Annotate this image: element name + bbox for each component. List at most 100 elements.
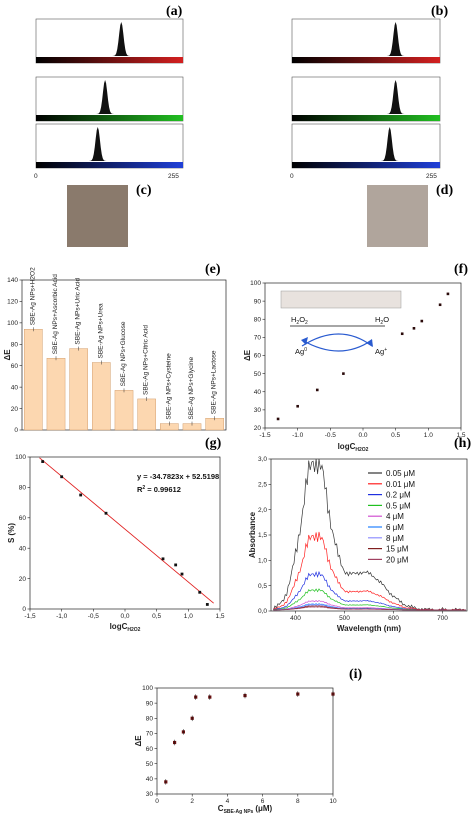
chart-f-xtick-label: 1.5 <box>456 432 465 439</box>
chart-g-ytick-label: 80 <box>19 485 27 492</box>
histogram-frame <box>291 76 441 122</box>
chart-g-r2-sup: 2 <box>142 485 145 491</box>
histogram-frame <box>35 123 184 169</box>
chart-g-point <box>104 511 108 515</box>
chart-h-legend-label: 4 μM <box>386 512 404 521</box>
chart-g-xtick-label: -0,5 <box>88 613 100 620</box>
histogram-peak <box>386 22 405 56</box>
chart-f-xtick-label: -1.0 <box>292 432 304 439</box>
chart-e-ytick-label: 60 <box>11 363 19 370</box>
chart-f-point <box>276 417 280 421</box>
chart-g-ytick-label: 0 <box>22 606 26 613</box>
bar-e-category-label: SBE-Ag NPs+Citric Acid <box>143 325 150 395</box>
chart-f-ytick-label: 30 <box>254 407 262 414</box>
swatch-c <box>67 185 128 247</box>
test-strip-image <box>280 290 402 309</box>
chart-f-point <box>342 372 345 375</box>
histograms-a <box>35 18 184 169</box>
bar-e <box>69 348 88 431</box>
bar-e <box>46 358 66 431</box>
histogram-frame <box>35 76 184 122</box>
bar-e-category-label: SBE-Ag NPs+Cysteine <box>165 353 172 420</box>
chart-g-xlabel: logCH2O2 <box>110 622 141 633</box>
hist-a-axis-max: 255 <box>168 173 179 180</box>
chart-f-ytick-label: 90 <box>254 298 262 305</box>
chart-g-xtick-label: 0,5 <box>152 613 161 620</box>
chart-h-legend-label: 15 μM <box>386 545 409 554</box>
chart-g-r2: R2 = 0.99612 <box>137 485 181 494</box>
inset-arrow-lower <box>301 339 373 352</box>
chart-i-frame <box>156 687 334 795</box>
chart-i-ylabel: ΔE <box>134 735 143 747</box>
chart-f-ytick-label: 50 <box>254 371 262 378</box>
chart-h-xtick-label: 400 <box>290 615 301 622</box>
chart-h-xtick-label: 700 <box>437 615 448 622</box>
chart-f-xlabel-sub: H2O2 <box>355 447 368 453</box>
chart-i-ytick-label: 30 <box>146 791 154 798</box>
chart-f-ytick-label: 20 <box>254 425 262 432</box>
histogram-peak <box>380 127 399 161</box>
chart-g-xlabel-sub: H2O2 <box>127 627 140 633</box>
histogram-color-bar <box>292 57 440 63</box>
chart-g-equation: y = -34.7823x + 52.5198 <box>137 472 219 481</box>
chart-f-xtick-label: -0.5 <box>325 432 337 439</box>
chart-f-xtick-label: 1.0 <box>424 432 433 439</box>
chart-i-xtick-label: 10 <box>329 798 337 805</box>
histogram-frame <box>291 18 441 64</box>
histograms-b <box>291 18 441 169</box>
inset-arrowhead-left <box>301 337 308 345</box>
chart-e-ytick-label: 120 <box>7 299 18 306</box>
chart-f-inset: H2O2 H2O Ag0 Ag+ <box>280 290 402 356</box>
chart-h-ytick-label: 3,0 <box>258 456 267 463</box>
panel-label-f: (f) <box>454 262 468 277</box>
chart-h-ytick-label: 2,5 <box>258 482 267 489</box>
chart-h-series-line <box>273 606 466 611</box>
bar-e-category-label: SBE-Ag NPs+H2O2 <box>29 267 36 325</box>
bar-e-category-label: SBE-Ag NPs+Glucose <box>120 321 127 386</box>
chart-h-ylabel: Absorbance <box>248 511 257 558</box>
chart-g-point <box>180 572 184 576</box>
panel-label-i: (i) <box>349 667 363 682</box>
chart-h-legend-label: 0.2 μM <box>386 491 411 500</box>
inset-agplus-label: Ag+ <box>375 347 387 356</box>
chart-i-xtick-label: 6 <box>261 798 265 805</box>
chart-g-point <box>60 475 64 479</box>
bar-e-category-label: SBE-Ag NPs+Ascorbic Acid <box>52 274 59 354</box>
chart-f-point <box>296 404 299 408</box>
chart-i-ytick-label: 60 <box>146 746 154 753</box>
chart-e-ytick-label: 100 <box>7 320 18 327</box>
chart-g-point <box>198 590 202 594</box>
chart-f-xtick-label: 0.0 <box>358 432 367 439</box>
chart-g-xtick-label: -1,0 <box>56 613 68 620</box>
histogram-frame <box>291 123 441 169</box>
chart-f-point <box>438 303 442 307</box>
chart-i-ytick-label: 70 <box>146 731 154 738</box>
chart-g-xtick-label: 1,5 <box>215 613 224 620</box>
chart-e-ylabel: ΔE <box>3 349 12 361</box>
chart-f-point <box>446 292 450 296</box>
chart-h: 0,0 0,5 1,0 1,5 2,0 2,5 3,0 400 500 600 700 Absorba… <box>248 456 468 633</box>
chart-h-xtick-label: 500 <box>339 615 350 622</box>
chart-h-legend-label: 20 μM <box>386 555 409 564</box>
chart-i-ytick-label: 100 <box>142 685 153 692</box>
histogram-peak <box>88 127 107 161</box>
bar-e-category-label: SBE-Ag NPs+Urea <box>97 303 104 358</box>
chart-f-xlabel: logCH2O2 <box>338 442 369 453</box>
chart-g-ytick-label: 60 <box>19 515 27 522</box>
chart-i-xlabel-sub: SBE-Ag NPs <box>224 809 254 814</box>
chart-h-ytick-label: 2,0 <box>258 507 267 514</box>
chart-i-ytick-label: 50 <box>146 761 154 768</box>
chart-i-xtick-label: 0 <box>155 798 159 805</box>
chart-f-ytick-label: 80 <box>254 316 262 323</box>
chart-f-ytick-label: 70 <box>254 335 262 342</box>
chart-g-point <box>205 603 209 606</box>
panel-label-b: (b) <box>431 4 448 19</box>
chart-i-ytick-label: 90 <box>146 700 154 707</box>
panel-label-c: (c) <box>136 183 152 198</box>
chart-g-point <box>174 563 178 567</box>
panel-label-d: (d) <box>436 183 453 198</box>
chart-h-ytick-label: 0,5 <box>258 583 267 590</box>
chart-i-xtick-label: 2 <box>190 798 194 805</box>
chart-h-legend-label: 0.05 μM <box>386 469 415 478</box>
